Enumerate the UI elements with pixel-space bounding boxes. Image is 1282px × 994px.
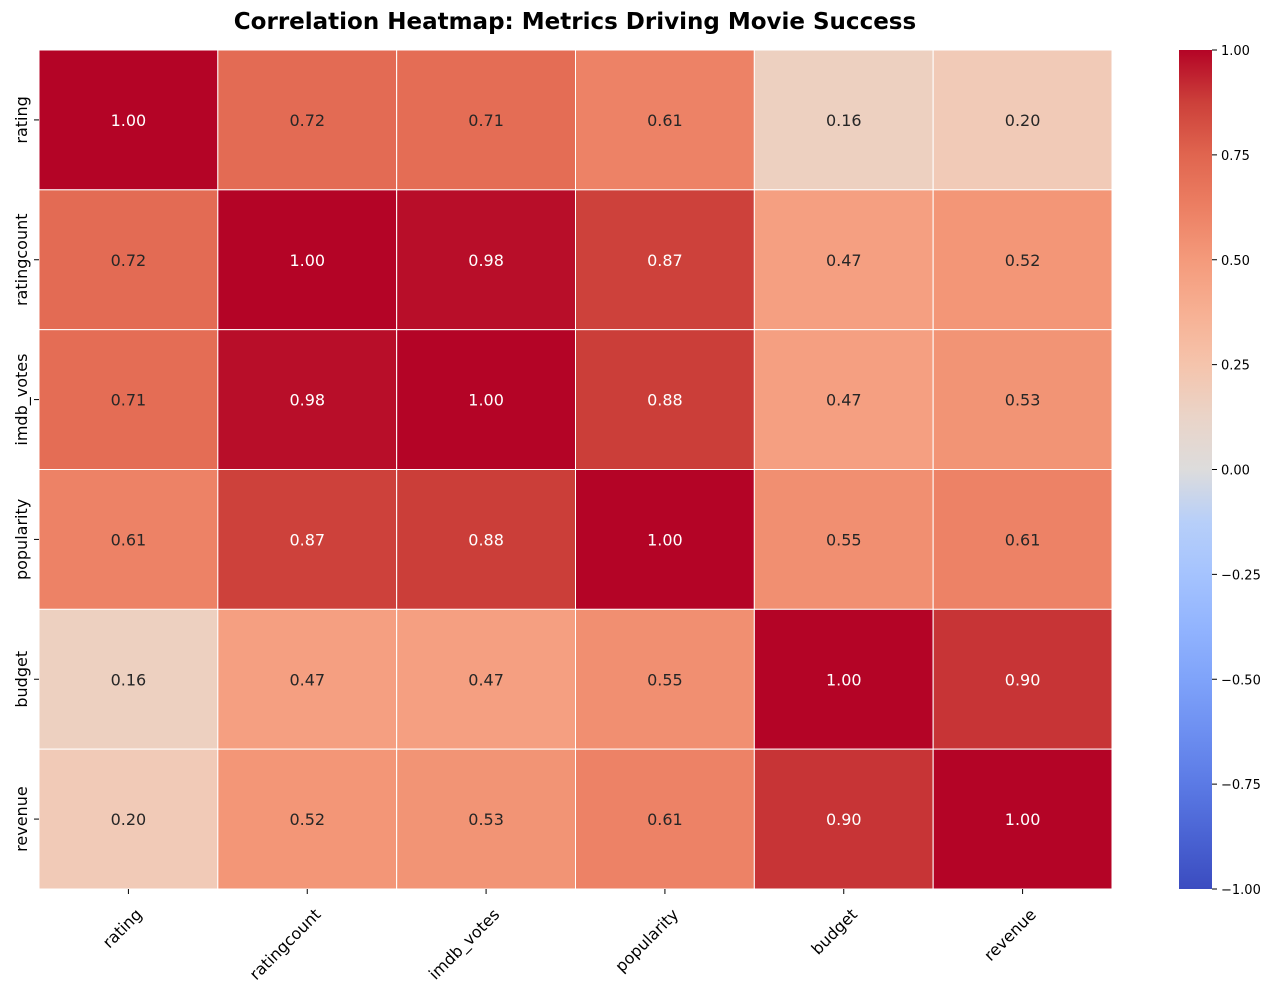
- x-axis: rating ratingcount imdb_votes popularity bud…: [99, 889, 1040, 984]
- colorbar-tick-label: 0.00: [1221, 464, 1250, 479]
- y-tick-label-budget: budget: [12, 651, 31, 708]
- cell-label-rating-budget: 0.16: [826, 111, 862, 130]
- cell-label-revenue-budget: 0.90: [826, 810, 862, 829]
- heatmap-cell-revenue-budget: [753, 748, 934, 890]
- cell-label-budget-budget: 1.00: [826, 670, 862, 689]
- x-tick-label-ratingcount: ratingcount: [246, 905, 325, 984]
- heatmap-cell-rating-revenue: [932, 49, 1113, 191]
- cell-label-revenue-popularity: 0.61: [647, 810, 683, 829]
- colorbar: 1.00 0.75 0.50 0.25 0.00 −0.25 −0.50 −0.75 −1.00: [1179, 44, 1261, 898]
- heatmap-cell-popularity-ratingcount: [217, 469, 398, 610]
- heatmap-cell-imdb_votes-revenue: [932, 329, 1113, 470]
- cell-label-imdb_votes-revenue: 0.53: [1005, 391, 1041, 410]
- cell-label-imdb_votes-popularity: 0.88: [647, 391, 683, 410]
- heatmap-cell-imdb_votes-ratingcount: [217, 329, 398, 470]
- cell-label-imdb_votes-imdb_votes: 1.00: [468, 391, 504, 410]
- cell-label-popularity-rating: 0.61: [111, 530, 147, 549]
- heatmap-cell-popularity-revenue: [932, 469, 1113, 610]
- cell-label-revenue-ratingcount: 0.52: [289, 810, 325, 829]
- colorbar-ticks: 1.00 0.75 0.50 0.25 0.00 −0.25 −0.50 −0.75 −1.00: [1212, 44, 1261, 898]
- heatmap-cell-popularity-rating: [38, 469, 219, 610]
- cell-label-ratingcount-ratingcount: 1.00: [289, 251, 325, 270]
- heatmap-cell-imdb_votes-budget: [753, 329, 934, 470]
- heatmap-cell-rating-budget: [753, 49, 934, 191]
- colorbar-gradient: [1179, 50, 1212, 889]
- heatmap-cell-budget-budget: [753, 608, 934, 750]
- heatmap-cell-imdb_votes-rating: [38, 329, 219, 470]
- cell-label-popularity-imdb_votes: 0.88: [468, 530, 504, 549]
- cell-label-popularity-popularity: 1.00: [647, 530, 683, 549]
- heatmap-cell-budget-rating: [38, 608, 219, 750]
- colorbar-tick-label: 0.50: [1221, 254, 1250, 269]
- cell-label-budget-revenue: 0.90: [1005, 670, 1041, 689]
- cell-label-ratingcount-popularity: 0.87: [647, 251, 683, 270]
- cell-label-ratingcount-budget: 0.47: [826, 251, 862, 270]
- colorbar-tick-label: −0.25: [1221, 568, 1261, 583]
- cell-label-rating-imdb_votes: 0.71: [468, 111, 504, 130]
- heatmap-cell-ratingcount-ratingcount: [217, 189, 398, 331]
- cell-label-popularity-budget: 0.55: [826, 530, 862, 549]
- cell-label-imdb_votes-ratingcount: 0.98: [289, 391, 325, 410]
- x-tick-label-popularity: popularity: [611, 905, 682, 976]
- colorbar-tick-label: 0.75: [1221, 149, 1250, 164]
- colorbar-tick-label: 1.00: [1221, 44, 1250, 59]
- colorbar-tick-label: 0.25: [1221, 359, 1250, 374]
- y-tick-label-ratingcount: ratingcount: [12, 213, 31, 306]
- x-tick-label-budget: budget: [808, 905, 862, 959]
- heatmap-cell-popularity-imdb_votes: [396, 469, 576, 610]
- y-tick-label-imdb_votes: imdb_votes: [12, 354, 32, 446]
- heatmap-cell-revenue-popularity: [575, 748, 755, 890]
- cell-label-budget-popularity: 0.55: [647, 670, 683, 689]
- cell-label-ratingcount-rating: 0.72: [111, 251, 147, 270]
- cell-label-budget-rating: 0.16: [111, 670, 147, 689]
- x-tick-label-rating: rating: [99, 905, 146, 952]
- cell-label-ratingcount-imdb_votes: 0.98: [468, 251, 504, 270]
- heatmap-cell-rating-popularity: [575, 49, 755, 191]
- heatmap-cell-ratingcount-revenue: [932, 189, 1113, 331]
- colorbar-tick-label: −0.50: [1221, 673, 1261, 688]
- heatmap-cell-revenue-rating: [38, 748, 219, 890]
- heatmap-cell-ratingcount-popularity: [575, 189, 755, 331]
- cell-label-popularity-ratingcount: 0.87: [289, 530, 325, 549]
- x-tick-label-revenue: revenue: [980, 905, 1040, 965]
- colorbar-tick-label: −1.00: [1221, 883, 1261, 898]
- cell-label-ratingcount-revenue: 0.52: [1005, 251, 1041, 270]
- cell-label-imdb_votes-budget: 0.47: [826, 391, 862, 410]
- heatmap-cell-rating-ratingcount: [217, 49, 398, 191]
- heatmap-cell-ratingcount-rating: [38, 189, 219, 331]
- cell-label-revenue-imdb_votes: 0.53: [468, 810, 504, 829]
- heatmap-cells: 1.00 0.72 0.71 0.61 0.16 0.20 0.72 1.00 0.98 0.87…: [38, 49, 1113, 890]
- heatmap-cell-popularity-budget: [753, 469, 934, 610]
- cell-label-rating-rating: 1.00: [111, 111, 147, 130]
- cell-label-rating-revenue: 0.20: [1005, 111, 1041, 130]
- heatmap-cell-rating-rating: [38, 49, 219, 191]
- cell-label-revenue-rating: 0.20: [111, 810, 147, 829]
- y-axis: rating ratingcount imdb_votes popularity bud…: [12, 96, 39, 852]
- heatmap-cell-imdb_votes-imdb_votes: [396, 329, 576, 470]
- cell-label-rating-ratingcount: 0.72: [289, 111, 325, 130]
- chart-title: Correlation Heatmap: Metrics Driving Mov…: [234, 9, 916, 35]
- heatmap-cell-budget-ratingcount: [217, 608, 398, 750]
- cell-label-budget-ratingcount: 0.47: [289, 670, 325, 689]
- colorbar-tick-label: −0.75: [1221, 778, 1261, 793]
- cell-label-imdb_votes-rating: 0.71: [111, 391, 147, 410]
- x-tick-label-imdb_votes: imdb_votes: [425, 905, 504, 984]
- cell-label-revenue-revenue: 1.00: [1005, 810, 1041, 829]
- heatmap-cell-budget-imdb_votes: [396, 608, 576, 750]
- y-tick-label-revenue: revenue: [12, 786, 31, 852]
- heatmap-cell-rating-imdb_votes: [396, 49, 576, 191]
- cell-label-popularity-revenue: 0.61: [1005, 530, 1041, 549]
- heatmap-cell-revenue-revenue: [932, 748, 1113, 890]
- cell-label-rating-popularity: 0.61: [647, 111, 683, 130]
- heatmap-cell-budget-revenue: [932, 608, 1113, 750]
- y-tick-label-rating: rating: [12, 96, 31, 143]
- cell-label-budget-imdb_votes: 0.47: [468, 670, 504, 689]
- y-tick-label-popularity: popularity: [12, 499, 31, 580]
- heatmap-cell-imdb_votes-popularity: [575, 329, 755, 470]
- heatmap-cell-popularity-popularity: [575, 469, 755, 610]
- heatmap-cell-budget-popularity: [575, 608, 755, 750]
